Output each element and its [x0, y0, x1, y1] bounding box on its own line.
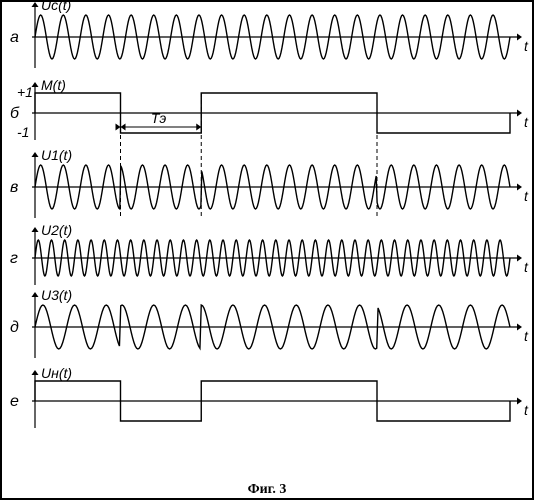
row-label-d: г	[10, 250, 18, 267]
row-label-e: д	[10, 319, 19, 336]
y-axis-label-c: U1(t)	[41, 147, 72, 163]
x-axis-label-c: t	[524, 188, 529, 204]
tau-label: Tэ	[151, 110, 167, 126]
y-axis-label-f: Uн(t)	[41, 365, 72, 381]
y-axis-label-b: M(t)	[41, 77, 66, 93]
x-axis-label-f: t	[524, 402, 529, 418]
x-axis-label-d: t	[524, 259, 529, 275]
row-label-f: e	[10, 393, 19, 410]
row-label-b: б	[10, 105, 20, 122]
y-axis-label-e: U3(t)	[41, 287, 72, 303]
x-axis-label-b: t	[524, 114, 529, 130]
row-label-a: a	[10, 29, 19, 46]
x-axis-label-a: t	[524, 38, 529, 54]
figure-container: Uc(t) t a M(t) t б +1 -1 Tэ U1(t) t в U2(t) t г U3(t) t д…	[0, 0, 534, 500]
row-label-c: в	[10, 179, 18, 196]
y-axis-label-d: U2(t)	[41, 222, 72, 238]
minus-one-label: -1	[17, 124, 29, 140]
figure-caption: Фиг. 3	[0, 482, 534, 498]
figure-svg: Uc(t) t a M(t) t б +1 -1 Tэ U1(t) t в U2(t) t г U3(t) t д…	[0, 0, 534, 500]
x-axis-label-e: t	[524, 328, 529, 344]
plus-one-label: +1	[17, 84, 33, 100]
y-axis-label-a: Uc(t)	[41, 0, 71, 13]
